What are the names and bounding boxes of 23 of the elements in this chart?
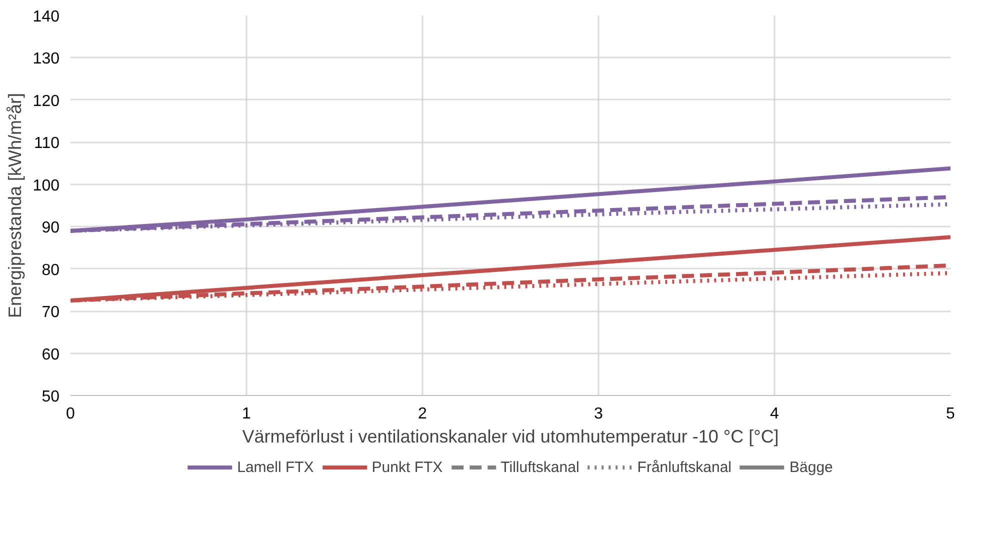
y-axis-title: Energiprestanda [kWh/m²år] bbox=[4, 92, 25, 318]
x-tick-label: 1 bbox=[242, 406, 252, 422]
legend-label: Punkt FTX bbox=[372, 458, 443, 476]
y-tick-label: 50 bbox=[42, 388, 60, 406]
x-tick-label: 5 bbox=[946, 406, 956, 422]
x-tick-label: 4 bbox=[770, 406, 780, 422]
y-tick-label: 120 bbox=[32, 92, 60, 110]
legend-label: Frånluftskanal bbox=[637, 458, 732, 476]
y-tick-label: 90 bbox=[42, 220, 60, 237]
x-tick-label: 0 bbox=[66, 406, 76, 422]
y-tick-label: 100 bbox=[32, 177, 60, 194]
y-tick-label: 70 bbox=[42, 304, 60, 322]
legend-label: Lamell FTX bbox=[237, 458, 314, 476]
y-tick-label: 140 bbox=[32, 8, 60, 26]
legend-label: Bägge bbox=[790, 458, 833, 476]
x-axis-title: Värmeförlust i ventilationskanaler vid utomhutemperatur -10 °C [°C] bbox=[242, 426, 779, 446]
legend-label: Tilluftskanal bbox=[500, 458, 580, 476]
y-tick-label: 80 bbox=[42, 262, 60, 279]
y-tick-label: 130 bbox=[32, 50, 60, 68]
x-tick-label: 2 bbox=[418, 406, 428, 422]
y-tick-label: 110 bbox=[34, 135, 60, 152]
y-tick-label: 60 bbox=[42, 346, 60, 364]
x-tick-label: 3 bbox=[594, 406, 604, 422]
